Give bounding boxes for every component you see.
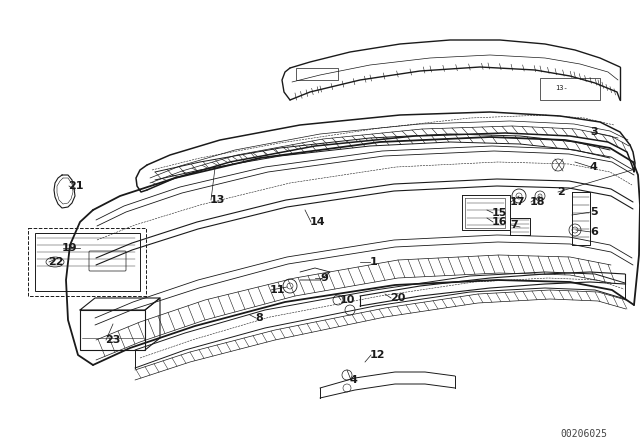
Text: 17: 17 (510, 197, 525, 207)
Text: 15: 15 (492, 208, 508, 218)
FancyBboxPatch shape (540, 78, 600, 100)
Text: 8: 8 (255, 313, 263, 323)
Text: 18: 18 (530, 197, 545, 207)
Ellipse shape (46, 257, 64, 267)
Text: 20: 20 (390, 293, 405, 303)
Text: 13-: 13- (555, 85, 568, 91)
Text: 16: 16 (492, 217, 508, 227)
Text: 11: 11 (270, 285, 285, 295)
FancyBboxPatch shape (35, 233, 140, 291)
Text: 5: 5 (590, 207, 598, 217)
Text: 19: 19 (62, 243, 77, 253)
Text: 7: 7 (510, 220, 518, 230)
FancyBboxPatch shape (296, 68, 338, 80)
Text: 9: 9 (320, 273, 328, 283)
Text: 6: 6 (590, 227, 598, 237)
Text: 4: 4 (350, 375, 358, 385)
Text: 1: 1 (370, 257, 378, 267)
Text: 22: 22 (48, 257, 63, 267)
Text: 3: 3 (590, 127, 598, 137)
Text: 13: 13 (210, 195, 225, 205)
Text: 23: 23 (105, 335, 120, 345)
Text: 4: 4 (590, 162, 598, 172)
Text: 14: 14 (310, 217, 326, 227)
Text: 00206025: 00206025 (560, 429, 607, 439)
Text: 21: 21 (68, 181, 83, 191)
Text: 2: 2 (557, 187, 564, 197)
Text: 10: 10 (340, 295, 355, 305)
FancyBboxPatch shape (89, 251, 126, 271)
FancyBboxPatch shape (80, 310, 145, 350)
Text: 12: 12 (370, 350, 385, 360)
